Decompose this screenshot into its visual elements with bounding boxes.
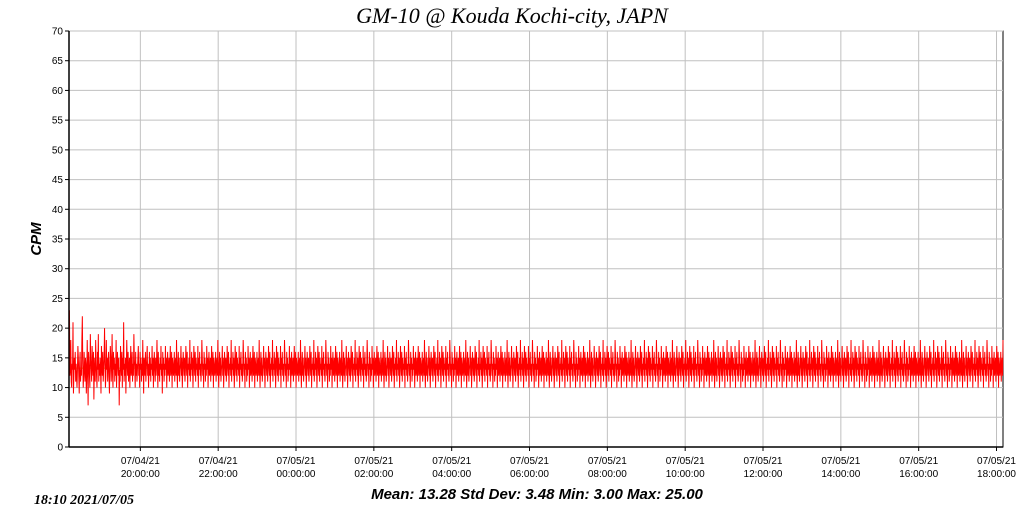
y-tick-label: 70 <box>52 27 64 38</box>
y-tick-label: 30 <box>52 264 64 275</box>
x-tick-time: 06:00:00 <box>510 469 549 480</box>
x-tick-time: 18:00:00 <box>977 469 1016 480</box>
x-tick-date: 07/05/21 <box>510 456 549 467</box>
x-tick-date: 07/05/21 <box>588 456 627 467</box>
y-tick-label: 5 <box>57 413 63 424</box>
x-tick-date: 07/05/21 <box>899 456 938 467</box>
x-tick-date: 07/05/21 <box>277 456 316 467</box>
y-tick-label: 50 <box>52 145 64 156</box>
y-tick-label: 0 <box>57 443 63 454</box>
x-tick-time: 02:00:00 <box>354 469 393 480</box>
y-tick-label: 15 <box>52 353 64 364</box>
x-tick-date: 07/05/21 <box>744 456 783 467</box>
y-tick-label: 45 <box>52 175 64 186</box>
stats-summary: Mean: 13.28 Std Dev: 3.48 Min: 3.00 Max:… <box>371 486 703 503</box>
y-tick-label: 10 <box>52 383 64 394</box>
y-axis-label: CPM <box>28 222 45 256</box>
y-tick-label: 65 <box>52 56 64 67</box>
y-tick-label: 25 <box>52 294 64 305</box>
y-axis-ticks: 0 5 10 15 20 25 30 35 40 45 50 55 60 65 70 <box>52 27 69 454</box>
x-tick-time: 14:00:00 <box>821 469 860 480</box>
x-tick-date: 07/05/21 <box>432 456 471 467</box>
x-tick-time: 10:00:00 <box>666 469 705 480</box>
grid-lines <box>69 30 1003 447</box>
x-tick-date: 07/04/21 <box>121 456 160 467</box>
timestamp: 18:10 2021/07/05 <box>34 493 134 508</box>
x-tick-date: 07/05/21 <box>354 456 393 467</box>
x-tick-date: 07/05/21 <box>977 456 1016 467</box>
x-tick-time: 00:00:00 <box>277 469 316 480</box>
x-tick-date: 07/05/21 <box>666 456 705 467</box>
x-tick-date: 07/04/21 <box>199 456 238 467</box>
x-tick-time: 08:00:00 <box>588 469 627 480</box>
x-tick-time: 12:00:00 <box>744 469 783 480</box>
x-tick-time: 16:00:00 <box>899 469 938 480</box>
y-tick-label: 40 <box>52 205 64 216</box>
x-tick-date: 07/05/21 <box>821 456 860 467</box>
chart-title: GM-10 @ Kouda Kochi-city, JAPN <box>356 3 669 28</box>
x-tick-time: 22:00:00 <box>199 469 238 480</box>
y-tick-label: 20 <box>52 324 64 335</box>
cpm-series-line <box>68 310 1004 406</box>
x-axis-ticks: 07/04/21 20:00:00 07/04/21 22:00:00 07/05/21… <box>121 447 1016 480</box>
x-tick-time: 04:00:00 <box>432 469 471 480</box>
y-tick-label: 60 <box>52 86 64 97</box>
x-tick-time: 20:00:00 <box>121 469 160 480</box>
y-tick-label: 35 <box>52 235 64 246</box>
y-tick-label: 55 <box>52 116 64 127</box>
